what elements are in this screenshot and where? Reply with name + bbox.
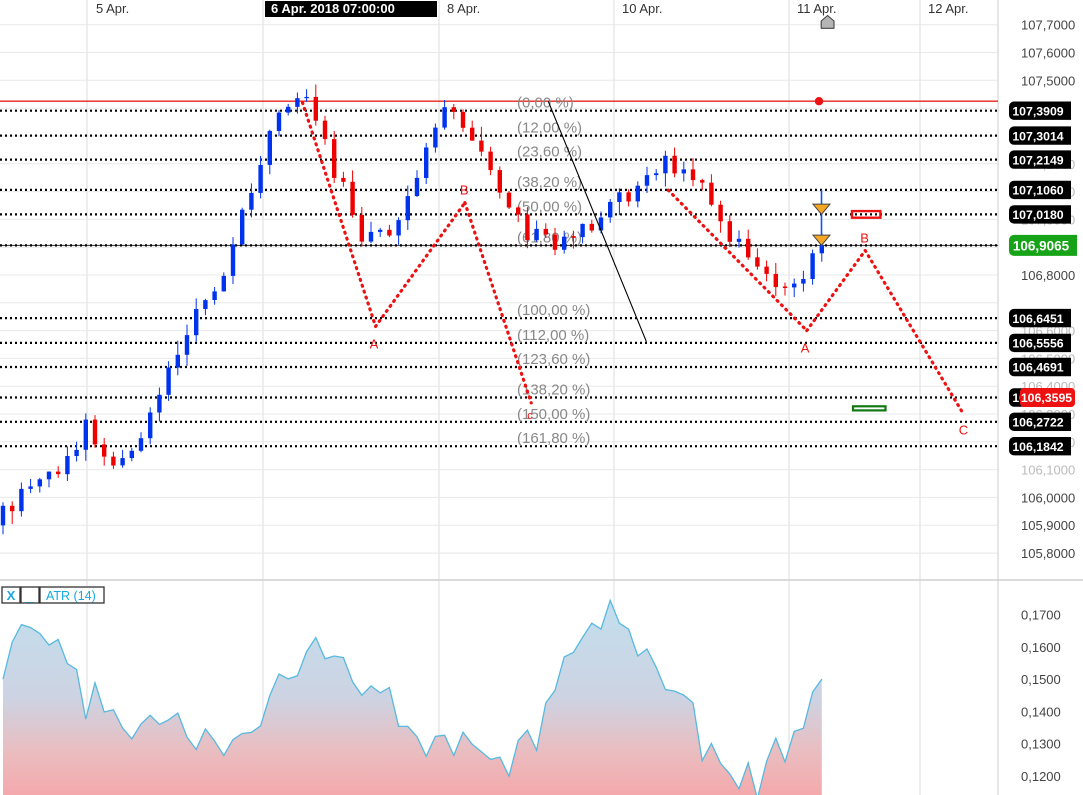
- svg-text:(50,00 %): (50,00 %): [517, 198, 582, 215]
- svg-text:107,7000: 107,7000: [1021, 18, 1075, 33]
- svg-text:0,1400: 0,1400: [1021, 704, 1061, 719]
- svg-text:106,2722: 106,2722: [1012, 416, 1063, 430]
- svg-text:106,3595: 106,3595: [1021, 391, 1072, 405]
- svg-text:X: X: [7, 588, 16, 603]
- svg-text:_: _: [25, 588, 34, 604]
- svg-text:A: A: [801, 341, 810, 356]
- svg-text:0,1300: 0,1300: [1021, 737, 1061, 752]
- svg-text:0,1200: 0,1200: [1021, 769, 1061, 784]
- svg-text:107,6000: 107,6000: [1021, 46, 1075, 61]
- svg-text:0,1500: 0,1500: [1021, 672, 1061, 687]
- svg-text:(0,00 %): (0,00 %): [517, 95, 574, 112]
- svg-text:106,1842: 106,1842: [1012, 440, 1063, 454]
- svg-text:(100,00 %): (100,00 %): [517, 302, 590, 319]
- svg-text:C: C: [959, 423, 968, 438]
- svg-text:106,4691: 106,4691: [1012, 361, 1063, 375]
- svg-text:c: c: [527, 410, 533, 422]
- svg-text:107,3014: 107,3014: [1012, 129, 1063, 143]
- svg-text:B: B: [460, 183, 469, 198]
- svg-text:8 Apr.: 8 Apr.: [447, 1, 480, 16]
- svg-text:5 Apr.: 5 Apr.: [96, 1, 129, 16]
- svg-text:106,0000: 106,0000: [1021, 490, 1075, 505]
- svg-text:A: A: [370, 336, 379, 351]
- svg-text:107,1060: 107,1060: [1012, 184, 1063, 198]
- svg-text:0,1700: 0,1700: [1021, 608, 1061, 623]
- svg-text:106,8000: 106,8000: [1021, 268, 1075, 283]
- svg-text:106,9065: 106,9065: [1013, 238, 1070, 253]
- svg-text:B: B: [860, 231, 869, 246]
- svg-text:(112,00 %): (112,00 %): [517, 327, 589, 344]
- svg-text:0,1600: 0,1600: [1021, 640, 1061, 655]
- svg-text:106,1000: 106,1000: [1021, 463, 1075, 478]
- svg-text:107,3909: 107,3909: [1012, 104, 1063, 118]
- svg-text:107,5000: 107,5000: [1021, 73, 1075, 88]
- svg-text:10 Apr.: 10 Apr.: [622, 1, 662, 16]
- svg-text:6 Apr. 2018 07:00:00: 6 Apr. 2018 07:00:00: [271, 1, 395, 16]
- svg-text:106,6451: 106,6451: [1012, 312, 1063, 326]
- svg-text:(23,60 %): (23,60 %): [517, 144, 582, 161]
- svg-text:106,5556: 106,5556: [1012, 337, 1063, 351]
- svg-text:(38,20 %): (38,20 %): [517, 174, 582, 191]
- svg-text:12 Apr.: 12 Apr.: [928, 1, 968, 16]
- svg-text:107,0180: 107,0180: [1012, 208, 1063, 222]
- svg-text:(12,00 %): (12,00 %): [517, 120, 582, 137]
- svg-text:107,2149: 107,2149: [1012, 153, 1063, 167]
- svg-text:105,9000: 105,9000: [1021, 518, 1075, 533]
- svg-text:ATR (14): ATR (14): [46, 589, 96, 603]
- svg-text:11 Apr.: 11 Apr.: [797, 1, 837, 16]
- svg-text:105,8000: 105,8000: [1021, 546, 1075, 561]
- svg-text:(123,60 %): (123,60 %): [517, 351, 590, 368]
- svg-text:(161,80 %): (161,80 %): [517, 430, 590, 447]
